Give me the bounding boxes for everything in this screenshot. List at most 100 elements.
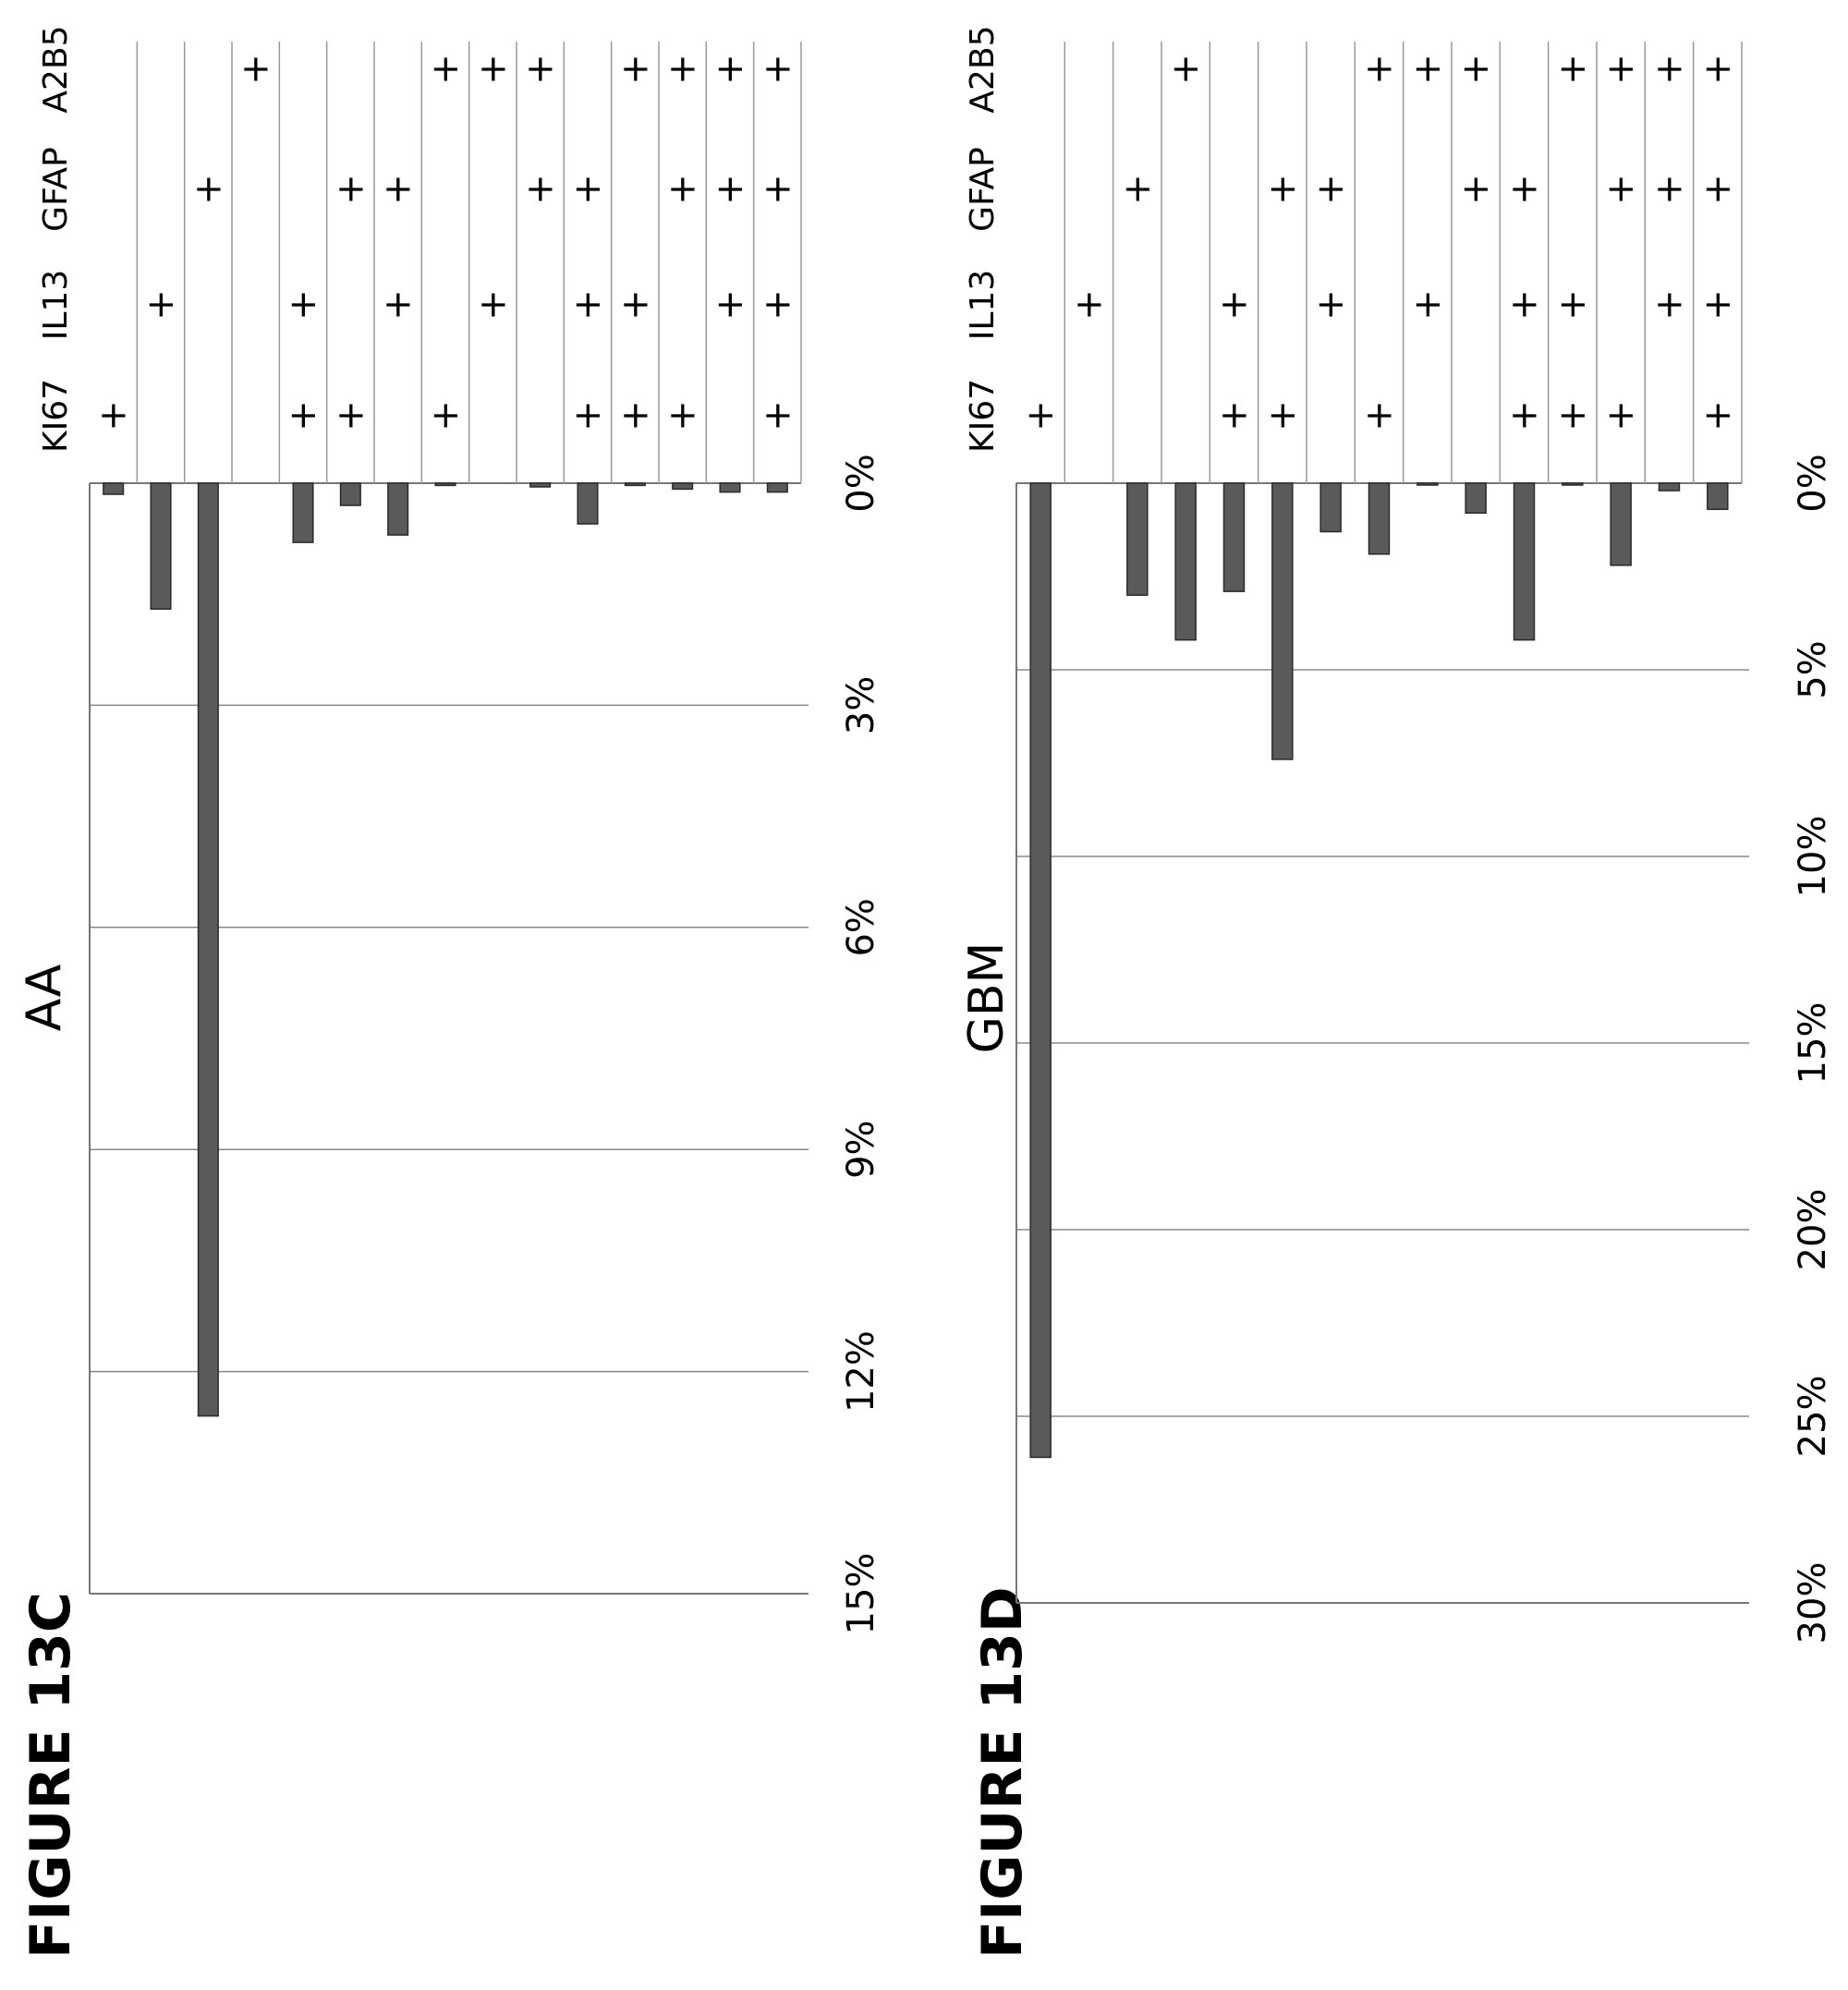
marker-plus: + bbox=[1406, 289, 1449, 321]
marker-plus: + bbox=[614, 54, 656, 85]
marker-plus: + bbox=[471, 54, 514, 85]
marker-plus: + bbox=[1309, 174, 1352, 205]
marker-plus: + bbox=[662, 54, 704, 85]
bar bbox=[1562, 482, 1584, 486]
bar bbox=[292, 482, 314, 543]
bar bbox=[103, 482, 125, 495]
marker-plus: + bbox=[424, 54, 467, 85]
bar bbox=[1029, 482, 1052, 1459]
marker-plus: + bbox=[1599, 54, 1642, 85]
marker-plus: + bbox=[1696, 54, 1739, 85]
marker-plus: + bbox=[709, 289, 751, 321]
bar bbox=[719, 482, 741, 493]
bar bbox=[1271, 482, 1294, 760]
axis-tick-label: 15% bbox=[1792, 1002, 1834, 1085]
chart-title: AA bbox=[17, 964, 72, 1031]
marker-header-ki67: KI67 bbox=[964, 379, 1002, 453]
marker-plus: + bbox=[1696, 289, 1739, 321]
marker-plus: + bbox=[1648, 54, 1691, 85]
bar bbox=[434, 482, 456, 487]
marker-plus: + bbox=[662, 400, 704, 431]
marker-plus: + bbox=[1164, 54, 1207, 85]
marker-plus: + bbox=[709, 54, 751, 85]
marker-plus: + bbox=[377, 174, 419, 205]
marker-plus: + bbox=[1213, 400, 1256, 431]
marker-plus: + bbox=[471, 289, 514, 321]
bar bbox=[529, 482, 552, 488]
marker-plus: + bbox=[614, 400, 656, 431]
bar bbox=[577, 482, 599, 525]
marker-plus: + bbox=[519, 54, 562, 85]
marker-plus: + bbox=[756, 400, 798, 431]
axis-tick-label: 0% bbox=[1792, 454, 1834, 512]
marker-plus: + bbox=[1696, 174, 1739, 205]
marker-plus: + bbox=[1261, 400, 1304, 431]
marker-plus: + bbox=[519, 174, 562, 205]
marker-plus: + bbox=[92, 400, 135, 431]
marker-plus: + bbox=[329, 400, 371, 431]
axis-tick-label: 5% bbox=[1792, 640, 1834, 698]
marker-plus: + bbox=[1551, 400, 1594, 431]
marker-plus: + bbox=[1068, 289, 1111, 321]
marker-plus: + bbox=[614, 289, 656, 321]
bar bbox=[387, 482, 409, 536]
bar bbox=[150, 482, 172, 610]
marker-plus: + bbox=[140, 289, 182, 321]
marker-plus: + bbox=[756, 174, 798, 205]
bar bbox=[1222, 482, 1246, 592]
marker-plus: + bbox=[662, 174, 704, 205]
marker-plus: + bbox=[1599, 174, 1642, 205]
marker-plus: + bbox=[1261, 174, 1304, 205]
bar bbox=[1658, 482, 1681, 491]
bar bbox=[1416, 482, 1439, 486]
marker-header-il13: IL13 bbox=[37, 270, 75, 340]
marker-plus: + bbox=[566, 400, 609, 431]
marker-plus: + bbox=[566, 289, 609, 321]
bar bbox=[1174, 482, 1197, 641]
axis-tick-label: 15% bbox=[840, 1553, 882, 1635]
bar bbox=[339, 482, 361, 506]
axis-tick-label: 3% bbox=[840, 676, 882, 734]
bar bbox=[1368, 482, 1391, 555]
marker-plus: + bbox=[1454, 174, 1497, 205]
marker-plus: + bbox=[1213, 289, 1256, 321]
marker-plus: + bbox=[1406, 54, 1449, 85]
marker-header-ki67: KI67 bbox=[37, 379, 75, 453]
bar bbox=[1319, 482, 1342, 533]
marker-header-gfap: GFAP bbox=[37, 147, 75, 232]
marker-plus: + bbox=[1309, 289, 1352, 321]
marker-plus: + bbox=[282, 400, 324, 431]
marker-plus: + bbox=[566, 174, 609, 205]
marker-plus: + bbox=[235, 54, 277, 85]
marker-plus: + bbox=[1358, 400, 1401, 431]
chart-13D: FIGURE 13D GBM 0% 5% 10% 15% 20% 25% 30% KI67 IL13… bbox=[959, 25, 1834, 1959]
bar bbox=[1513, 482, 1536, 641]
figure-label: FIGURE 13D bbox=[970, 1586, 1035, 1959]
marker-header-il13: IL13 bbox=[964, 270, 1002, 340]
marker-plus: + bbox=[1503, 400, 1546, 431]
marker-plus: + bbox=[282, 289, 324, 321]
bar bbox=[1610, 482, 1632, 566]
bar bbox=[1126, 482, 1149, 596]
marker-plus: + bbox=[1116, 174, 1159, 205]
bar bbox=[1707, 482, 1729, 511]
axis-tick-label: 25% bbox=[1792, 1376, 1834, 1458]
bar bbox=[672, 482, 694, 491]
marker-plus: + bbox=[1551, 289, 1594, 321]
marker-header-a2b5: A2B5 bbox=[964, 25, 1002, 113]
marker-plus: + bbox=[1503, 289, 1546, 321]
marker-plus: + bbox=[377, 289, 419, 321]
bar bbox=[197, 482, 219, 1417]
bar bbox=[766, 482, 788, 493]
axis-tick-label: 9% bbox=[840, 1120, 882, 1178]
marker-header-a2b5: A2B5 bbox=[37, 25, 75, 113]
marker-plus: + bbox=[756, 289, 798, 321]
bar bbox=[1465, 482, 1487, 515]
marker-plus: + bbox=[756, 54, 798, 85]
bar bbox=[624, 482, 646, 487]
marker-plus: + bbox=[1696, 400, 1739, 431]
axis-tick-label: 10% bbox=[1792, 816, 1834, 898]
marker-plus: + bbox=[329, 174, 371, 205]
marker-plus: + bbox=[1358, 54, 1401, 85]
